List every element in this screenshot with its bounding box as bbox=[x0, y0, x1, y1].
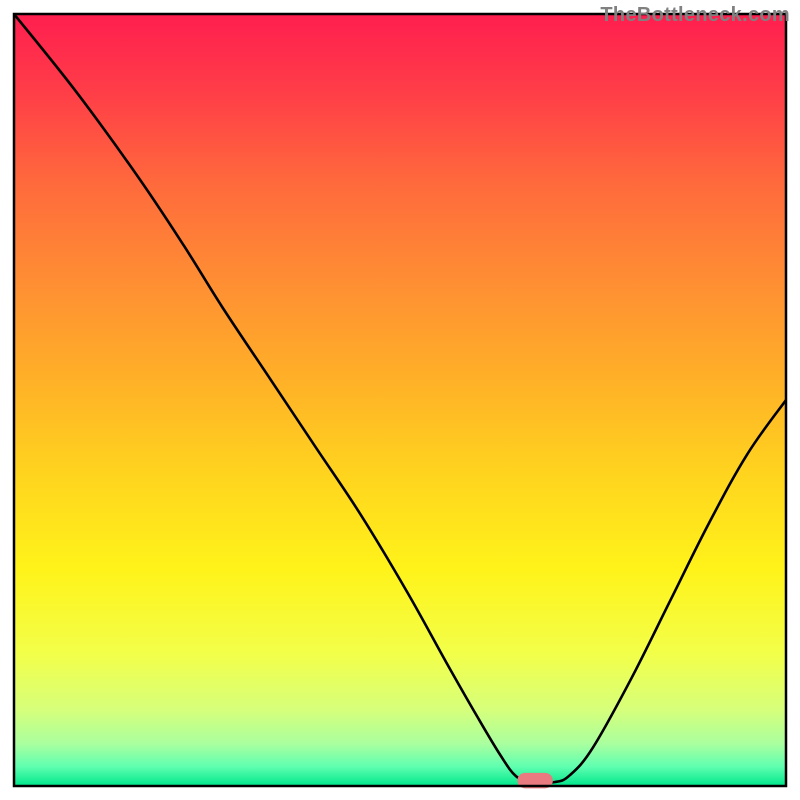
watermark-text: TheBottleneck.com bbox=[600, 4, 790, 27]
chart-container: TheBottleneck.com bbox=[0, 0, 800, 800]
gradient-background bbox=[14, 14, 786, 786]
bottleneck-chart bbox=[0, 0, 800, 800]
